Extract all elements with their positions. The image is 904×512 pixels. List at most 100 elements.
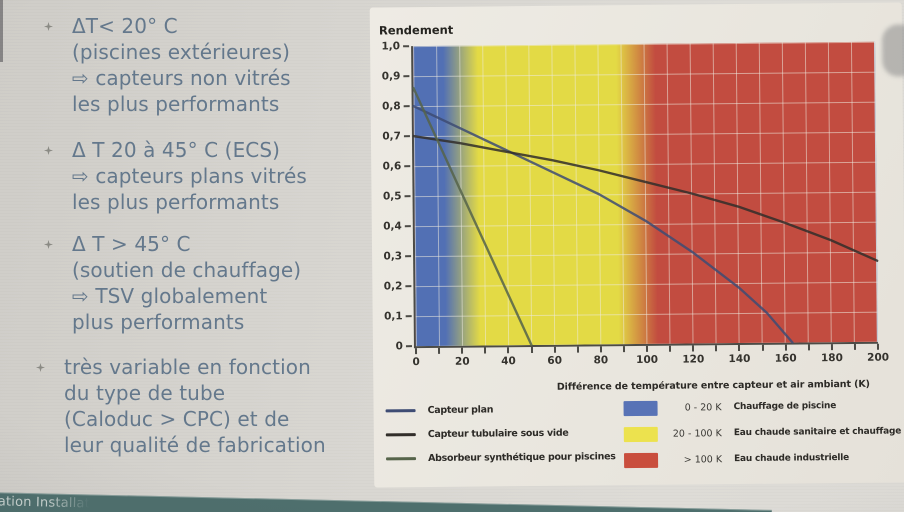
y-tick-label: 0,6 bbox=[382, 160, 402, 173]
x-minor-tick bbox=[553, 346, 556, 353]
bullet-text: très variable en fonction du type de tube… bbox=[64, 354, 326, 458]
footer-bar: ation Installat bbox=[0, 492, 772, 512]
y-tick-label: 0,5 bbox=[382, 190, 402, 203]
x-tick-label: 40 bbox=[501, 355, 516, 368]
x-axis-title: Différence de température entre capteur … bbox=[556, 378, 870, 393]
y-tick-label: 0,7 bbox=[382, 130, 402, 143]
plot-lines-svg bbox=[413, 42, 878, 346]
y-tick-mark bbox=[403, 45, 410, 48]
x-tick-label: 200 bbox=[867, 351, 890, 364]
bullet-text: Δ T > 45° C (soutien de chauffage) ⇨ TSV g… bbox=[72, 231, 301, 335]
y-tick-mark bbox=[405, 255, 412, 258]
y-tick-label: 1,0 bbox=[381, 40, 401, 53]
legend-band-row: > 100 K Eau chaude industrielle bbox=[623, 444, 902, 473]
x-minor-tick bbox=[599, 346, 602, 353]
bullet-line: Δ T > 45° C bbox=[72, 232, 191, 256]
bullet-line: ⇨ capteurs non vitrés bbox=[72, 66, 291, 90]
bullet-line: leur qualité de fabrication bbox=[64, 433, 326, 457]
x-minor-tick bbox=[738, 345, 741, 352]
series-line bbox=[413, 87, 531, 346]
y-tick-label: 0,8 bbox=[381, 100, 401, 113]
legend-band-row: 0 - 20 K Chauffage de piscine bbox=[623, 392, 901, 421]
x-minor-tick bbox=[807, 344, 810, 351]
x-tick-label: 120 bbox=[682, 353, 705, 366]
x-minor-tick bbox=[784, 344, 787, 351]
bullet-text: ΔT< 20° C (piscines extérieures) ⇨ capteur… bbox=[72, 13, 291, 117]
x-axis: 0 20 40 60 80 100 120 140 160 180 200 bbox=[370, 2, 902, 368]
legend-band-range: > 100 K bbox=[683, 453, 723, 466]
x-minor-tick bbox=[484, 347, 487, 354]
bullet-line: ⇨ TSV globalement bbox=[72, 284, 268, 308]
series-line bbox=[414, 103, 793, 347]
y-tick-label: 0,4 bbox=[383, 220, 402, 233]
x-minor-tick bbox=[692, 345, 695, 352]
legend-bands: 0 - 20 K Chauffage de piscine 20 - 100 K Ea… bbox=[623, 392, 901, 473]
bullet-item: ΔT< 20° C (piscines extérieures) ⇨ capteur… bbox=[44, 13, 291, 117]
legend-band-range: 20 - 100 K bbox=[672, 427, 722, 440]
x-minor-tick bbox=[622, 346, 625, 353]
x-minor-tick bbox=[414, 348, 418, 355]
x-tick-label: 100 bbox=[636, 353, 659, 367]
bullet-line: ΔT< 20° C bbox=[72, 14, 178, 38]
y-tick-mark bbox=[403, 75, 410, 78]
legend-band-range: 0 - 20 K bbox=[684, 401, 722, 414]
x-minor-tick bbox=[761, 344, 764, 351]
bullet-line: (soutien de chauffage) bbox=[72, 258, 302, 282]
legend-band-usage: Chauffage de piscine bbox=[733, 401, 837, 413]
x-tick-label: 180 bbox=[820, 352, 843, 365]
bullet-line: Δ T 20 à 45° C (ECS) bbox=[72, 138, 281, 162]
y-axis: 1,0 0,9 0,8 0,7 0,6 0,5 0,4 0,3 0,2 0,1 0 bbox=[370, 2, 902, 352]
legend-line-swatch bbox=[386, 456, 417, 460]
y-tick-mark bbox=[404, 165, 411, 168]
legend-band-swatch bbox=[623, 452, 659, 468]
x-tick-label: 60 bbox=[547, 354, 563, 367]
star-bullet-icon bbox=[44, 22, 53, 31]
y-tick: 0,2 bbox=[372, 278, 412, 294]
y-tick: 0,1 bbox=[373, 308, 412, 324]
y-tick-label: 0,2 bbox=[383, 280, 403, 293]
x-minor-tick bbox=[576, 346, 579, 353]
footer-text: ation Installat bbox=[0, 494, 91, 512]
bullet-line: ⇨ capteurs plans vitrés bbox=[72, 164, 307, 188]
bullet-item: Δ T 20 à 45° C (ECS) ⇨ capteurs plans vit… bbox=[44, 137, 307, 215]
x-minor-tick bbox=[830, 344, 833, 351]
x-minor-tick bbox=[715, 345, 718, 352]
y-tick-mark bbox=[405, 345, 412, 348]
x-minor-tick bbox=[853, 343, 856, 350]
legend-band-row: 20 - 100 K Eau chaude sanitaire et chauff… bbox=[623, 418, 902, 447]
legend-band-swatch bbox=[623, 426, 658, 442]
bullet-line: (piscines extérieures) bbox=[72, 40, 290, 64]
series-line bbox=[414, 132, 877, 265]
y-tick-mark bbox=[403, 105, 410, 108]
y-tick: 0,3 bbox=[372, 248, 412, 264]
x-minor-tick bbox=[669, 345, 672, 352]
y-tick-label: 0,9 bbox=[381, 70, 401, 83]
bullet-line: les plus performants bbox=[72, 92, 280, 116]
legend-series-row: Absorbeur synthétique pour piscines bbox=[386, 444, 616, 470]
star-bullet-icon bbox=[44, 240, 53, 249]
y-tick: 0 bbox=[373, 338, 412, 354]
y-tick: 0,5 bbox=[371, 188, 411, 204]
legend-series-row: Capteur plan bbox=[385, 396, 615, 422]
bullet-line: (Caloduc > CPC) et de bbox=[64, 407, 290, 431]
legend-series-label: Capteur plan bbox=[427, 403, 494, 416]
star-bullet-icon bbox=[44, 146, 53, 155]
y-tick: 0,8 bbox=[371, 98, 410, 114]
y-tick: 0,6 bbox=[371, 158, 411, 174]
y-tick-mark bbox=[404, 225, 411, 228]
legend-series-label: Absorbeur synthétique pour piscines bbox=[427, 450, 616, 464]
chart-title: Rendement bbox=[378, 22, 454, 38]
x-tick-label: 20 bbox=[454, 355, 470, 368]
x-minor-tick bbox=[530, 347, 533, 354]
x-minor-tick bbox=[876, 343, 880, 350]
y-tick-mark bbox=[405, 315, 412, 318]
legend-line-swatch bbox=[385, 408, 416, 412]
photo-shadow bbox=[881, 24, 904, 77]
star-bullet-icon bbox=[36, 363, 45, 372]
x-minor-tick bbox=[438, 347, 441, 354]
bullet-item: Δ T > 45° C (soutien de chauffage) ⇨ TSV g… bbox=[44, 231, 301, 335]
x-minor-tick bbox=[507, 347, 510, 354]
legend-series-row: Capteur tubulaire sous vide bbox=[385, 420, 616, 446]
x-tick-label: 160 bbox=[774, 352, 797, 365]
